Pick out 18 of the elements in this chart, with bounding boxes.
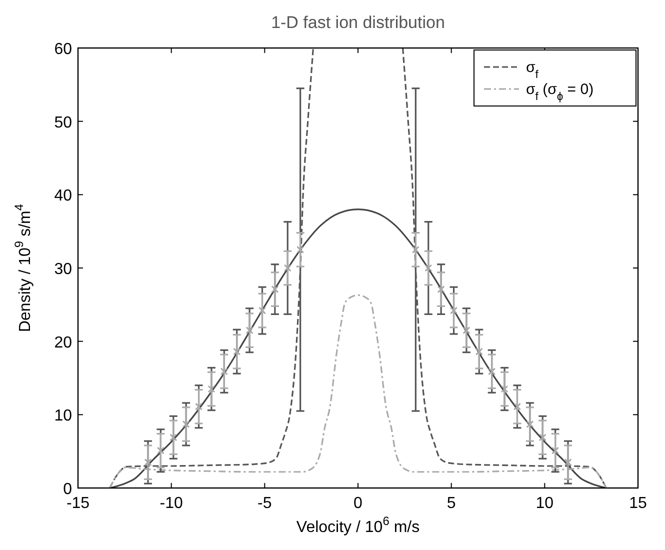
legend-label: σ$_{f}$ — [526, 59, 540, 81]
y-tick-label: 60 — [54, 41, 72, 58]
y-tick-label: 50 — [54, 114, 72, 132]
y-tick-label: 40 — [54, 188, 72, 205]
chart-title: 1-D fast ion distribution — [271, 13, 445, 32]
y-tick-label: 0 — [63, 481, 72, 498]
x-tick-label: 0 — [354, 495, 363, 512]
x-tick-label: 10 — [536, 495, 554, 512]
y-tick-label: 30 — [54, 261, 72, 278]
x-axis-title: Velocity / 10$^{6}$ m/s — [296, 514, 420, 536]
y-tick-label: 10 — [54, 408, 72, 425]
x-tick-label: -5 — [258, 495, 272, 512]
x-tick-label: 15 — [629, 495, 647, 512]
x-tick-label: 5 — [446, 495, 456, 512]
x-tick-label: -15 — [66, 495, 90, 512]
x-tick-label: -10 — [160, 495, 183, 512]
legend-label: σ$_{f}$ (σ$_{ϕ}$ = 0) — [526, 81, 594, 103]
y-tick-label: 20 — [54, 334, 72, 352]
